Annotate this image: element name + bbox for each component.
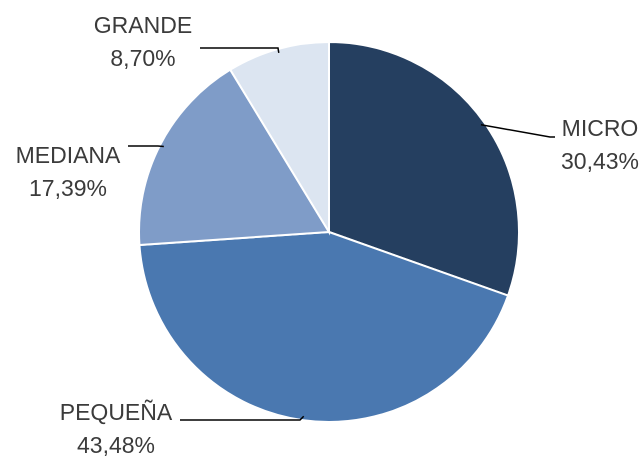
pie-slice	[328, 40, 520, 297]
slice-label: MEDIANA	[16, 142, 121, 168]
slice-label: PEQUEÑA	[60, 399, 173, 425]
leader-line	[480, 123, 555, 138]
pie-slice	[138, 230, 510, 423]
slice-value-label: 8,70%	[110, 45, 175, 71]
pie-slice	[138, 68, 331, 247]
slice-label: GRANDE	[94, 12, 192, 38]
slice-value-label: 17,39%	[29, 175, 107, 201]
leader-line	[200, 47, 280, 54]
slice-label: MICRO	[562, 115, 639, 141]
slice-value-label: 30,43%	[561, 148, 639, 174]
slice-value-label: 43,48%	[77, 432, 155, 458]
leader-line	[180, 415, 305, 421]
